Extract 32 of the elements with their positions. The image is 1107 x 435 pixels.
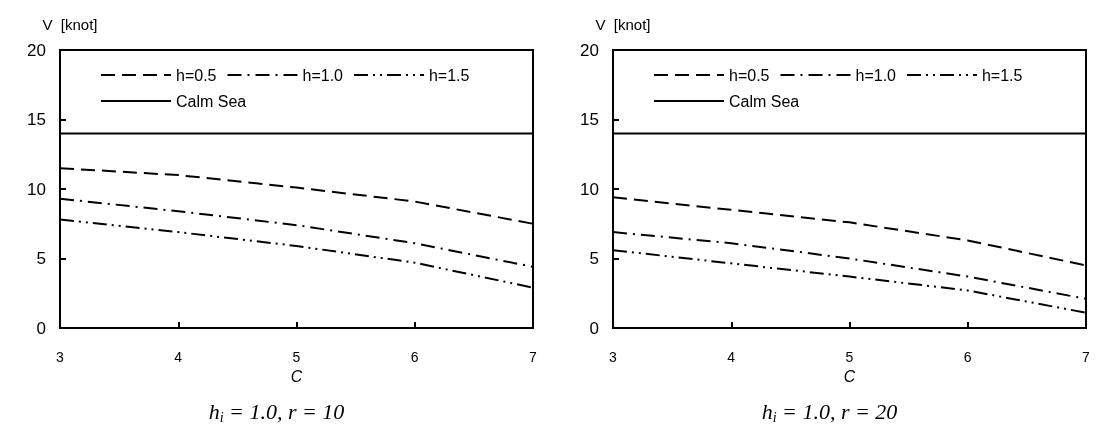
x-axis-title: C [290,368,303,386]
x-tick-label: 3 [609,349,618,365]
legend-label: h=0.5 [729,66,770,84]
x-tick-label: 5 [292,349,301,365]
x-tick-label: 5 [845,349,854,365]
y-tick-label: 20 [27,40,46,60]
y-tick-label: 15 [27,110,46,129]
y-axis-title: V [knot] [42,16,98,33]
legend-label: h=1.0 [855,66,897,84]
legend-label: Calm Sea [729,92,800,110]
y-tick-label: 0 [589,318,599,338]
x-tick-label: 4 [174,349,183,365]
legend-label: h=1.5 [981,66,1023,84]
y-tick-label: 5 [589,249,599,268]
y-axis-title: V [knot] [595,16,651,33]
legend-label: h=1.5 [428,66,470,84]
legend-label: Calm Sea [176,92,247,110]
x-tick-label: 7 [529,349,538,365]
y-tick-label: 10 [580,179,599,199]
y-tick-label: 15 [580,110,599,129]
x-axis-title: C [843,368,856,386]
y-tick-label: 10 [27,179,46,199]
x-tick-label: 3 [56,349,65,365]
legend-label: h=0.5 [176,66,217,84]
y-tick-label: 20 [580,40,599,60]
x-tick-label: 4 [727,349,736,365]
legend-label: h=1.0 [302,66,344,84]
x-tick-label: 6 [963,349,972,365]
y-tick-label: 5 [36,249,46,268]
x-tick-label: 7 [1082,349,1091,365]
y-tick-label: 0 [36,318,46,338]
x-tick-label: 6 [410,349,419,365]
